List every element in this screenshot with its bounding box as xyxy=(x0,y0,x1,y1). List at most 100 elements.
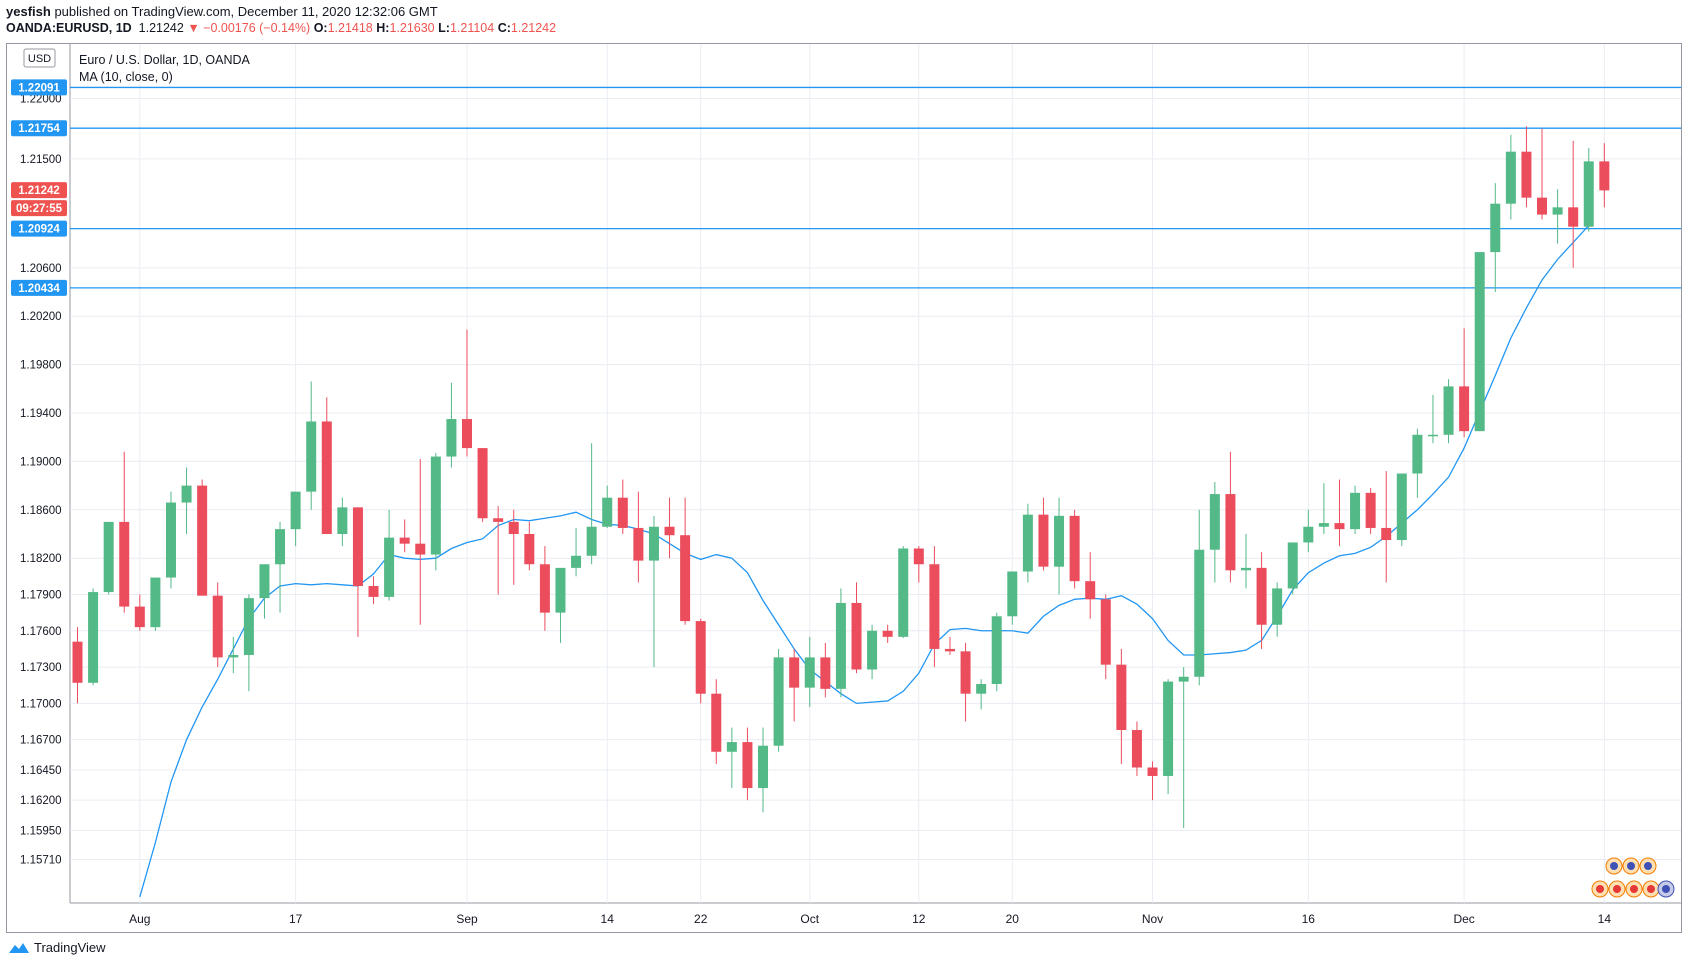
candle-body[interactable] xyxy=(1147,767,1158,776)
candle-body[interactable] xyxy=(1318,523,1329,527)
candle-body[interactable] xyxy=(399,537,410,544)
candle-body[interactable] xyxy=(1583,161,1594,227)
candle-body[interactable] xyxy=(1241,567,1251,571)
footer-brand[interactable]: TradingView xyxy=(8,940,106,955)
candle-body[interactable] xyxy=(726,742,737,752)
candle-body[interactable] xyxy=(462,419,472,449)
candle-body[interactable] xyxy=(368,586,379,597)
candle-body[interactable] xyxy=(1116,664,1127,730)
candle-body[interactable] xyxy=(181,485,192,503)
candle-body[interactable] xyxy=(1334,523,1345,530)
candle-body[interactable] xyxy=(1022,514,1033,572)
candle-body[interactable] xyxy=(929,564,940,649)
candle-body[interactable] xyxy=(555,567,566,613)
candle-body[interactable] xyxy=(477,448,488,519)
candle-body[interactable] xyxy=(1007,571,1018,617)
candle-body[interactable] xyxy=(633,527,644,561)
candle-body[interactable] xyxy=(1350,492,1361,530)
candle-body[interactable] xyxy=(1396,473,1407,541)
candle-body[interactable] xyxy=(228,654,239,658)
candle-body[interactable] xyxy=(1474,252,1485,432)
candle-body[interactable] xyxy=(913,548,924,565)
candle-body[interactable] xyxy=(1365,492,1376,528)
candle-body[interactable] xyxy=(758,745,769,789)
candle-body[interactable] xyxy=(695,621,706,694)
candle-body[interactable] xyxy=(851,602,862,670)
candle-body[interactable] xyxy=(197,485,208,596)
candle-body[interactable] xyxy=(976,684,987,694)
candle-body[interactable] xyxy=(1287,542,1298,589)
candle-body[interactable] xyxy=(150,577,161,628)
candle-body[interactable] xyxy=(664,526,675,536)
candle-body[interactable] xyxy=(321,421,332,534)
candle-body[interactable] xyxy=(835,602,846,689)
candle-body[interactable] xyxy=(212,595,223,658)
candle-body[interactable] xyxy=(1069,515,1080,582)
candle-body[interactable] xyxy=(960,651,971,694)
economic-events-icon[interactable] xyxy=(1591,880,1675,898)
candle-body[interactable] xyxy=(1599,161,1610,191)
candle-body[interactable] xyxy=(571,555,582,568)
candle-body[interactable] xyxy=(352,507,363,587)
candle-body[interactable] xyxy=(1085,581,1096,600)
candle-body[interactable] xyxy=(1303,526,1314,543)
candle-body[interactable] xyxy=(617,497,628,528)
candle-body[interactable] xyxy=(1459,386,1470,432)
candle-body[interactable] xyxy=(898,548,909,637)
candle-body[interactable] xyxy=(243,598,254,655)
candle-body[interactable] xyxy=(1443,386,1454,435)
currency-button[interactable] xyxy=(23,48,56,68)
candle-body[interactable] xyxy=(290,491,301,530)
candle-body[interactable] xyxy=(1381,527,1392,541)
candle-body[interactable] xyxy=(384,537,395,597)
candle-body[interactable] xyxy=(1505,151,1516,204)
candle-body[interactable] xyxy=(1272,588,1283,625)
candle-body[interactable] xyxy=(306,421,317,492)
events-icons[interactable] xyxy=(1591,857,1675,898)
candle-body[interactable] xyxy=(165,502,176,578)
candle-body[interactable] xyxy=(804,657,815,688)
candle-body[interactable] xyxy=(711,693,722,752)
candle-body[interactable] xyxy=(88,592,99,683)
candle-body[interactable] xyxy=(72,641,83,683)
candle-body[interactable] xyxy=(275,529,286,565)
candle-body[interactable] xyxy=(415,543,426,555)
candle-body[interactable] xyxy=(1537,197,1548,215)
candle-body[interactable] xyxy=(259,564,270,599)
candle-body[interactable] xyxy=(586,526,597,556)
candle-body[interactable] xyxy=(882,630,893,637)
candle-body[interactable] xyxy=(1521,151,1532,198)
candle-body[interactable] xyxy=(1038,514,1049,567)
candle-body[interactable] xyxy=(430,456,441,555)
candle-body[interactable] xyxy=(944,648,955,652)
candle-body[interactable] xyxy=(680,535,691,622)
candle-body[interactable] xyxy=(1131,729,1142,768)
candle-body[interactable] xyxy=(1163,681,1174,776)
candle-body[interactable] xyxy=(1194,549,1205,677)
candle-body[interactable] xyxy=(789,657,800,688)
candle-body[interactable] xyxy=(1552,207,1563,215)
candle-body[interactable] xyxy=(103,521,114,593)
candle-body[interactable] xyxy=(539,564,550,613)
candle-body[interactable] xyxy=(1568,207,1579,227)
candle-body[interactable] xyxy=(773,657,784,746)
candle-body[interactable] xyxy=(1100,599,1111,665)
candle-body[interactable] xyxy=(1225,494,1236,571)
candle-body[interactable] xyxy=(134,606,145,628)
candle-body[interactable] xyxy=(1412,434,1423,474)
candle-body[interactable] xyxy=(493,518,504,522)
candle-body[interactable] xyxy=(602,497,613,527)
candle-body[interactable] xyxy=(867,630,878,670)
candle-body[interactable] xyxy=(1209,494,1220,550)
candle-body[interactable] xyxy=(742,742,753,789)
candle-body[interactable] xyxy=(1490,203,1501,253)
candle-body[interactable] xyxy=(119,521,130,607)
candle-body[interactable] xyxy=(648,526,659,561)
author-name[interactable]: yesfish xyxy=(6,4,51,19)
candle-body[interactable] xyxy=(820,657,831,689)
candle-body[interactable] xyxy=(446,419,457,457)
candle-body[interactable] xyxy=(524,533,535,565)
candle-body[interactable] xyxy=(1427,434,1438,437)
dividend-events-icon[interactable] xyxy=(1605,857,1657,875)
